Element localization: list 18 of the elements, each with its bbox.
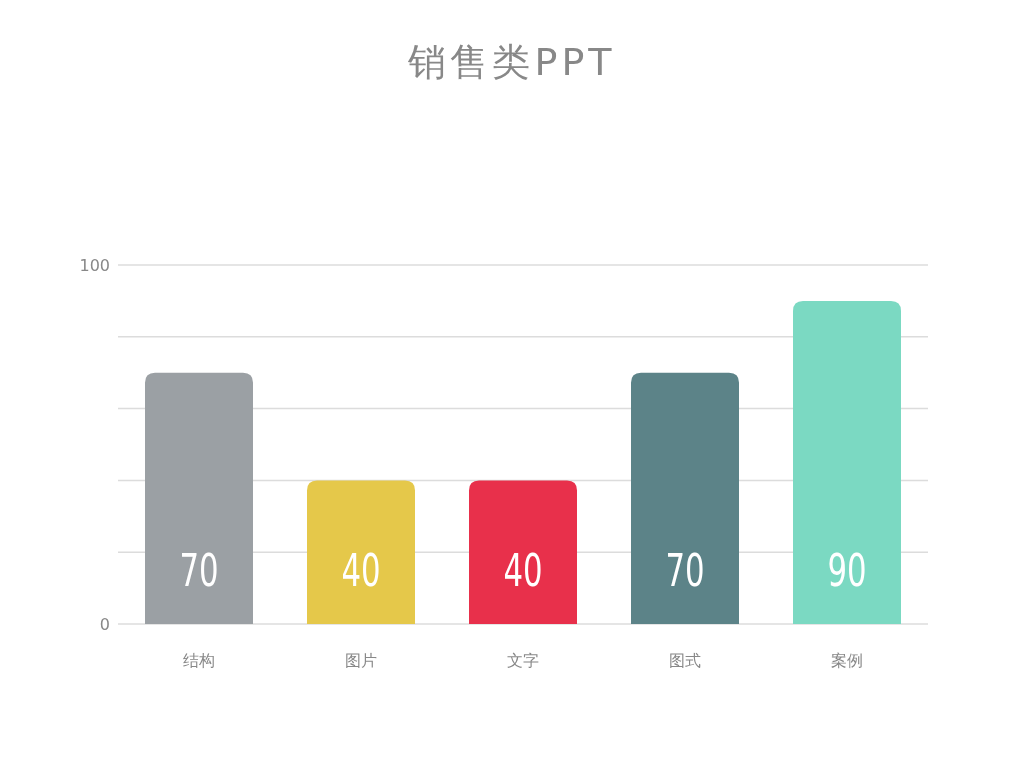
data-label: 40 (503, 545, 543, 597)
data-label: 70 (665, 545, 705, 597)
bar (145, 372, 253, 624)
data-label: 40 (341, 545, 381, 597)
y-tick-label: 100 (79, 256, 110, 275)
bar (469, 480, 577, 624)
bar (793, 300, 901, 624)
chart-title: 销售类PPT (407, 40, 616, 84)
x-tick-label: 图片 (345, 651, 377, 670)
x-tick-label: 案例 (831, 651, 863, 670)
data-label: 90 (827, 545, 867, 597)
x-tick-label: 结构 (183, 651, 215, 670)
bar (307, 480, 415, 624)
x-tick-label: 文字 (507, 651, 539, 670)
data-label: 70 (179, 545, 219, 597)
x-tick-label: 图式 (669, 651, 701, 670)
bar (631, 372, 739, 624)
y-tick-label: 0 (99, 615, 110, 634)
